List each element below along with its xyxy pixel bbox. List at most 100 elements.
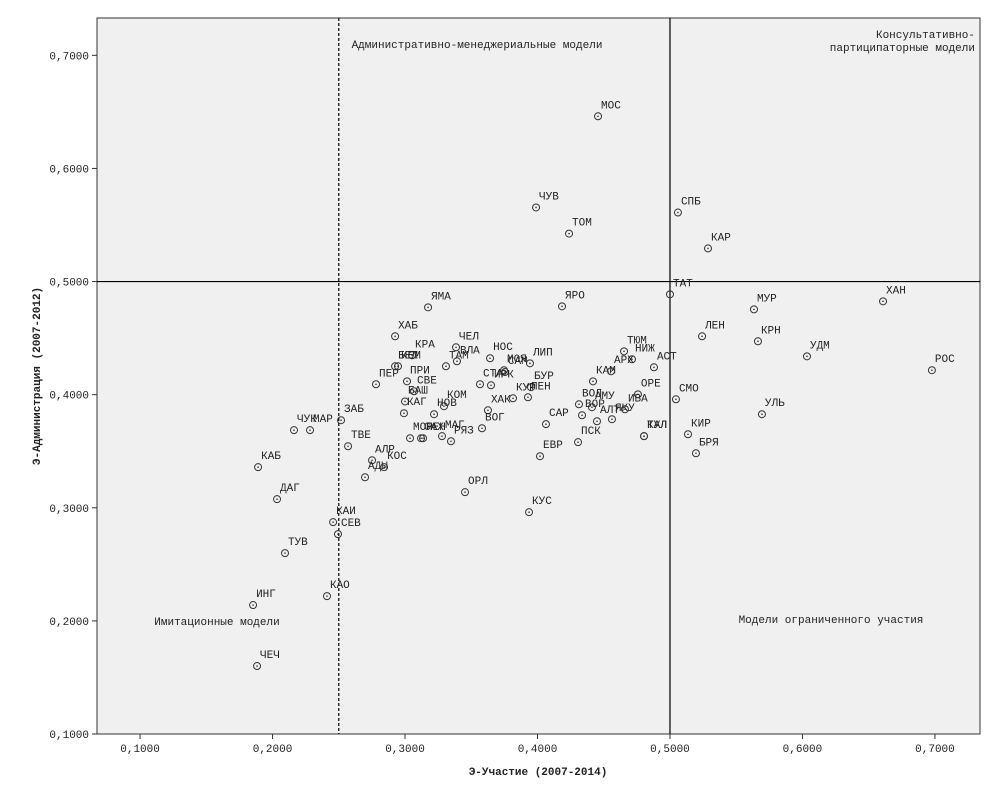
- point-label: АСТ: [657, 351, 677, 363]
- point: [280, 549, 289, 558]
- point: [401, 397, 410, 406]
- point-dot: [535, 206, 537, 209]
- point-label: КАР: [711, 232, 731, 244]
- y-tick-label: 0,4000: [49, 391, 89, 403]
- point: [499, 366, 508, 375]
- point: [691, 449, 700, 458]
- point: [749, 305, 758, 314]
- point-dot: [394, 365, 396, 368]
- point: [273, 495, 282, 504]
- point: [523, 393, 532, 402]
- point-label: ПРИ: [410, 365, 430, 377]
- point-label: БРЯ: [699, 437, 719, 449]
- point-label: КЕМ: [401, 350, 421, 362]
- point-dot: [701, 335, 703, 338]
- point-dot: [383, 466, 385, 468]
- point-label: ЯМА: [431, 291, 451, 303]
- point: [477, 424, 486, 433]
- y-axis-label: Э-Администрация (2007-2012): [32, 287, 44, 465]
- point-dot: [371, 459, 373, 462]
- point-label: ЛЕН: [704, 320, 725, 332]
- point-label: БЕЛ: [398, 350, 418, 362]
- point: [399, 409, 408, 418]
- point: [476, 380, 485, 389]
- point-dot: [675, 398, 677, 401]
- point: [620, 405, 629, 414]
- point-dot: [445, 365, 447, 368]
- point-label: МАГ: [445, 420, 465, 432]
- point-dot: [592, 380, 594, 383]
- point-label: ИВА: [628, 393, 648, 405]
- point-dot: [490, 384, 492, 387]
- point: [620, 347, 629, 356]
- point-label: АМУ: [595, 391, 615, 403]
- y-tick-label: 0,3000: [49, 504, 89, 516]
- x-tick-label: 0,4000: [518, 744, 558, 756]
- point: [452, 357, 461, 366]
- point-dot: [806, 355, 808, 358]
- point-label: НОВ: [437, 398, 457, 410]
- point-dot: [456, 360, 458, 363]
- point-label: ТОМ: [572, 218, 592, 230]
- point: [380, 463, 389, 472]
- point-label: КУС: [532, 496, 552, 508]
- point-dot: [422, 437, 424, 440]
- point: [753, 337, 762, 346]
- point-dot: [931, 369, 933, 372]
- point: [424, 303, 433, 312]
- point-label: КАИ: [336, 506, 356, 518]
- point: [446, 437, 455, 446]
- x-axis-label: Э-Участие (2007-2014): [469, 767, 608, 779]
- point-label: АЛТ: [600, 405, 620, 417]
- point-label: КРН: [761, 325, 781, 337]
- point-label: ПЕН: [531, 381, 551, 393]
- point-dot: [256, 665, 258, 667]
- point-dot: [443, 405, 445, 408]
- point-dot: [427, 306, 429, 309]
- point: [419, 434, 428, 443]
- point: [417, 434, 426, 443]
- point-label: КОС: [387, 451, 407, 463]
- point-label: АРХ: [614, 355, 634, 367]
- point-dot: [568, 232, 570, 235]
- point: [368, 456, 377, 465]
- point-dot: [413, 390, 415, 393]
- point-dot: [411, 354, 413, 357]
- point: [430, 410, 439, 419]
- point-dot: [450, 440, 452, 443]
- point: [253, 662, 262, 671]
- point-dot: [653, 366, 655, 369]
- point-label: ВЛА: [460, 345, 480, 357]
- plot-area: [96, 17, 981, 735]
- point-dot: [610, 370, 612, 373]
- point-dot: [581, 414, 583, 417]
- point-dot: [409, 437, 411, 440]
- point-dot: [539, 455, 541, 457]
- point-dot: [669, 293, 671, 296]
- point-label: СЕВ: [341, 518, 361, 530]
- point: [249, 601, 258, 610]
- point-dot: [403, 412, 405, 415]
- point-dot: [512, 397, 514, 400]
- point-dot: [504, 371, 506, 373]
- point-label: САМ: [508, 356, 528, 368]
- point: [508, 394, 517, 403]
- point-dot: [611, 418, 613, 421]
- point-label: БУР: [534, 371, 554, 383]
- point: [704, 244, 713, 253]
- point: [333, 530, 342, 539]
- point-label: ЯРО: [565, 290, 585, 302]
- point-label: ТУВ: [288, 537, 308, 549]
- point-dot: [257, 466, 259, 468]
- point-label: КУР: [516, 382, 536, 394]
- point: [673, 208, 682, 217]
- quadrant-label: Модели ограниченного участия: [739, 615, 924, 627]
- x-tick-label: 0,6000: [783, 744, 823, 756]
- point-label: ВОЛ: [582, 388, 602, 400]
- quadrant-label: Административно-менеджериальные модели: [352, 40, 603, 52]
- point-label: КИР: [691, 418, 711, 430]
- point: [410, 387, 419, 396]
- point-dot: [761, 413, 763, 416]
- point-label: ДАГ: [280, 483, 300, 495]
- point-dot: [503, 369, 505, 372]
